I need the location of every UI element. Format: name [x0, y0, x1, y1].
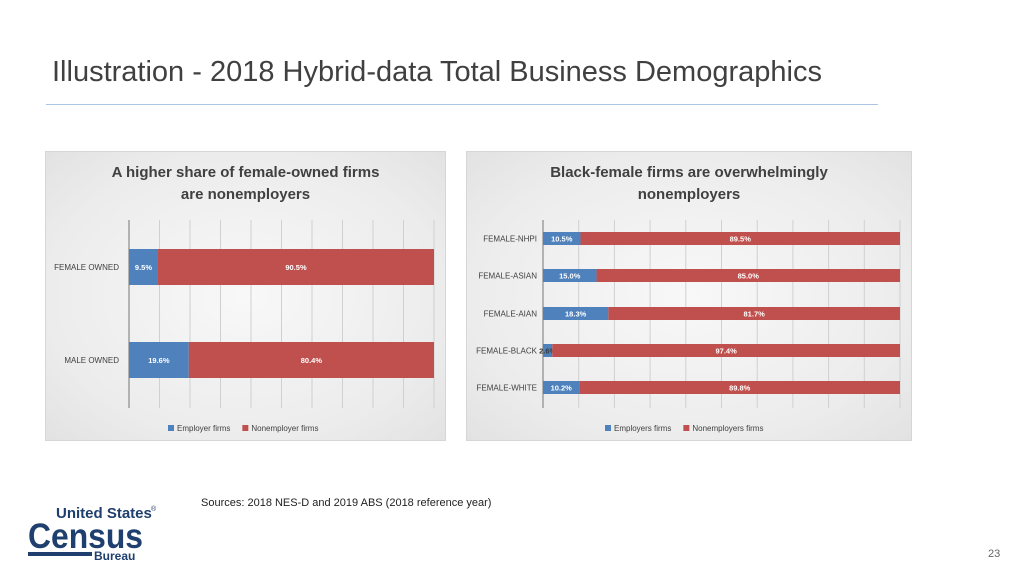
- bar-segment: [188, 342, 434, 378]
- category-label: MALE OWNED: [64, 356, 119, 365]
- bar-segment: [543, 307, 609, 320]
- bar-segment: [543, 269, 597, 282]
- data-label: 97.4%: [716, 347, 738, 356]
- data-label: 10.2%: [551, 384, 573, 393]
- data-label: 90.5%: [285, 263, 307, 272]
- data-label: 2.6%: [539, 347, 556, 356]
- category-label: FEMALE OWNED: [54, 263, 119, 272]
- bar-segment: [543, 232, 581, 245]
- legend-swatch: [605, 425, 611, 431]
- page-number: 23: [988, 548, 1001, 560]
- legend-label: Employer firms: [177, 424, 230, 433]
- chart-title-line: are nonemployers: [180, 186, 311, 203]
- category-label: FEMALE-AIAN: [484, 310, 538, 319]
- legend-label: Nonemployers firms: [692, 424, 763, 433]
- logo-line1: United States: [56, 505, 152, 522]
- chart-title-line: nonemployers: [637, 186, 741, 203]
- data-label: 89.8%: [729, 384, 751, 393]
- data-label: 89.5%: [730, 235, 752, 244]
- chart-title: A higher share of female-owned firms are…: [46, 162, 445, 206]
- chart-title-line: A higher share of female-owned firms: [111, 164, 380, 181]
- category-label: FEMALE-WHITE: [477, 384, 537, 393]
- bar-segment: [543, 381, 580, 394]
- bar-segment: [543, 344, 553, 357]
- legend-swatch: [168, 425, 174, 431]
- bar-segment: [129, 342, 189, 378]
- chart-title: Black-female firms are overwhelmingly no…: [467, 162, 911, 206]
- title-divider: [46, 104, 878, 105]
- census-bureau-logo: United States ® Census Bureau: [28, 505, 157, 563]
- data-label: 81.7%: [744, 310, 766, 319]
- logo-line3: Bureau: [94, 549, 135, 563]
- bar-segment: [580, 232, 900, 245]
- bar-segment: [608, 307, 900, 320]
- slide-title: Illustration - 2018 Hybrid-data Total Bu…: [52, 56, 822, 88]
- category-label: FEMALE-NHPI: [483, 235, 537, 244]
- bar-segment: [129, 249, 158, 285]
- stacked-bar-chart-race: FEMALE-NHPI 10.5% 89.5% FEMALE-ASIAN 15.0% 85…: [476, 220, 901, 433]
- data-label: 9.5%: [135, 263, 152, 272]
- data-label: 19.6%: [148, 356, 170, 365]
- bar-segment: [157, 249, 434, 285]
- bar-segment: [579, 381, 900, 394]
- legend-swatch: [242, 425, 249, 431]
- data-label: 80.4%: [301, 356, 323, 365]
- logo-line2: Census: [28, 517, 143, 556]
- category-label: FEMALE-BLACK: [476, 347, 538, 356]
- stacked-bar-chart-gender: FEMALE OWNED 9.5% 90.5% MALE OWNED 19.6% 80.4…: [54, 220, 435, 433]
- logo-registered: ®: [151, 505, 157, 513]
- sources-note: Sources: 2018 NES-D and 2019 ABS (2018 r…: [201, 497, 492, 509]
- bar-segment: [596, 269, 900, 282]
- legend-swatch: [683, 425, 690, 431]
- data-label: 18.3%: [565, 310, 587, 319]
- category-label: FEMALE-ASIAN: [478, 272, 537, 281]
- chart-panel-race: Black-female firms are overwhelmingly no…: [466, 151, 912, 441]
- chart-title-line: Black-female firms are overwhelmingly: [550, 164, 828, 181]
- bar-segment: [552, 344, 900, 357]
- data-label: 85.0%: [738, 272, 760, 281]
- legend-label: Nonemployer firms: [251, 424, 318, 433]
- legend-label: Employers firms: [614, 424, 671, 433]
- data-label: 10.5%: [551, 235, 573, 244]
- data-label: 15.0%: [559, 272, 581, 281]
- chart-panel-gender: A higher share of female-owned firms are…: [45, 151, 446, 441]
